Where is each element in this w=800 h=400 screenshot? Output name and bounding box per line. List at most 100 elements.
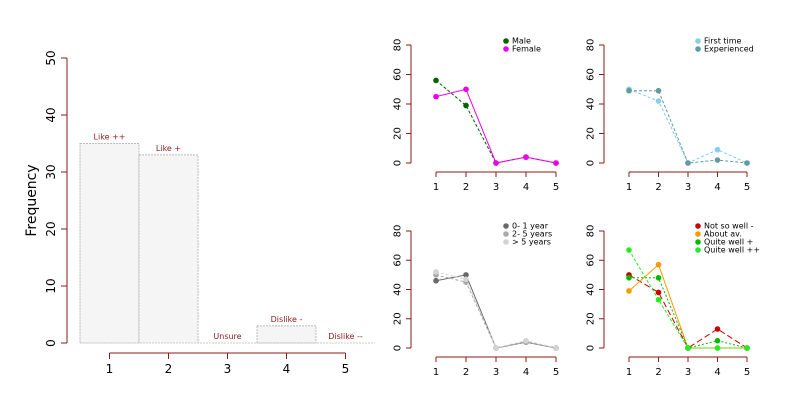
legend-marker	[695, 223, 701, 229]
x-tick-label: 1	[433, 367, 439, 378]
x-tick-label: 2	[655, 367, 661, 378]
data-point	[626, 288, 632, 294]
legend-marker	[503, 223, 509, 229]
y-tick-label: 60	[586, 254, 597, 267]
legend-marker	[503, 46, 509, 52]
legend-label: Experienced	[704, 45, 754, 54]
data-point	[493, 345, 499, 351]
series-line	[435, 274, 557, 349]
series-line	[628, 263, 747, 349]
data-point	[744, 160, 750, 166]
data-point	[626, 247, 632, 253]
y-tick-label: 20	[586, 127, 597, 140]
x-tick-label: 3	[685, 367, 691, 378]
data-point	[714, 337, 721, 344]
data-point	[655, 87, 662, 94]
series-line	[435, 88, 557, 164]
legend-label: Not so well -	[704, 222, 754, 231]
x-tick-label: 2	[165, 362, 173, 376]
series-line	[629, 90, 748, 164]
data-point	[714, 326, 721, 332]
x-tick-label: 5	[342, 362, 350, 376]
y-tick-label: 0	[393, 345, 404, 351]
x-tick-label: 2	[463, 367, 469, 378]
series-line	[628, 274, 748, 349]
series-line	[628, 249, 747, 349]
legend-label: Male	[512, 37, 531, 46]
bar	[138, 154, 199, 344]
x-tick-label: 1	[626, 367, 632, 378]
legend-marker	[695, 247, 701, 253]
data-point	[626, 275, 632, 281]
x-tick-label: 4	[523, 367, 529, 378]
y-tick-label: 50	[44, 50, 58, 65]
x-tick-label: 2	[463, 182, 469, 193]
data-point	[685, 160, 691, 166]
y-tick-label: 40	[586, 98, 597, 111]
data-point	[655, 261, 662, 268]
data-point	[714, 157, 721, 163]
legend-marker	[695, 46, 701, 52]
x-tick-label: 3	[685, 182, 691, 193]
y-tick-label: 80	[393, 225, 404, 238]
legend-label: Female	[512, 45, 541, 54]
data-point	[433, 77, 439, 84]
y-tick-label: 0	[44, 339, 58, 347]
x-tick-label: 3	[493, 367, 499, 378]
data-point	[433, 277, 439, 284]
bar-chart-frequency: 0 10 20 30 40 50 Frequency Like ++ Like + Unsure D…	[24, 50, 375, 376]
legend-label: 0- 1 year	[512, 222, 549, 231]
y-tick-label: 80	[586, 225, 597, 238]
x-tick-label: 1	[106, 362, 114, 376]
x-tick-label: 5	[744, 182, 750, 193]
data-point	[655, 275, 662, 281]
y-tick-label: 80	[393, 39, 404, 52]
series-line	[435, 274, 557, 349]
data-point	[553, 345, 559, 351]
y-tick-label: 20	[393, 312, 404, 325]
data-point	[553, 160, 559, 166]
data-point	[463, 272, 469, 278]
y-tick-label: 20	[44, 221, 58, 236]
y-tick-label: 0	[393, 160, 404, 166]
data-point	[463, 86, 469, 93]
series-line	[629, 277, 748, 349]
data-point	[523, 337, 529, 344]
bar-label: Dislike --	[328, 332, 363, 341]
data-point	[523, 154, 529, 160]
data-point	[433, 93, 439, 100]
data-point	[685, 345, 691, 351]
y-tick-label: 40	[586, 283, 597, 296]
legend-marker	[695, 231, 701, 237]
x-tick-label: 2	[655, 182, 661, 193]
series-line	[435, 271, 557, 349]
legend-label: About av.	[704, 230, 742, 239]
y-tick-label: 0	[586, 160, 597, 166]
series-line	[628, 88, 748, 164]
legend-label: Quite well +	[704, 238, 753, 247]
x-tick-label: 1	[626, 182, 632, 193]
x-tick-label: 3	[224, 362, 232, 376]
x-tick-label: 5	[744, 367, 750, 378]
legend-marker	[503, 231, 509, 237]
legend-marker	[503, 38, 509, 44]
y-tick-label: 10	[44, 278, 58, 293]
x-tick-label: 5	[553, 367, 559, 378]
y-tick-label: 40	[393, 98, 404, 111]
legend-label: > 5 years	[512, 238, 551, 247]
data-point	[433, 269, 439, 275]
x-tick-label: 4	[283, 362, 291, 376]
data-point	[655, 98, 662, 104]
y-tick-label: 30	[44, 164, 58, 179]
y-tick-label: 60	[586, 68, 597, 81]
bar-label: Dislike -	[271, 315, 303, 324]
bar	[256, 325, 317, 344]
data-point	[463, 102, 469, 109]
x-tick-label: 3	[493, 182, 499, 193]
y-tick-label: 60	[393, 254, 404, 267]
